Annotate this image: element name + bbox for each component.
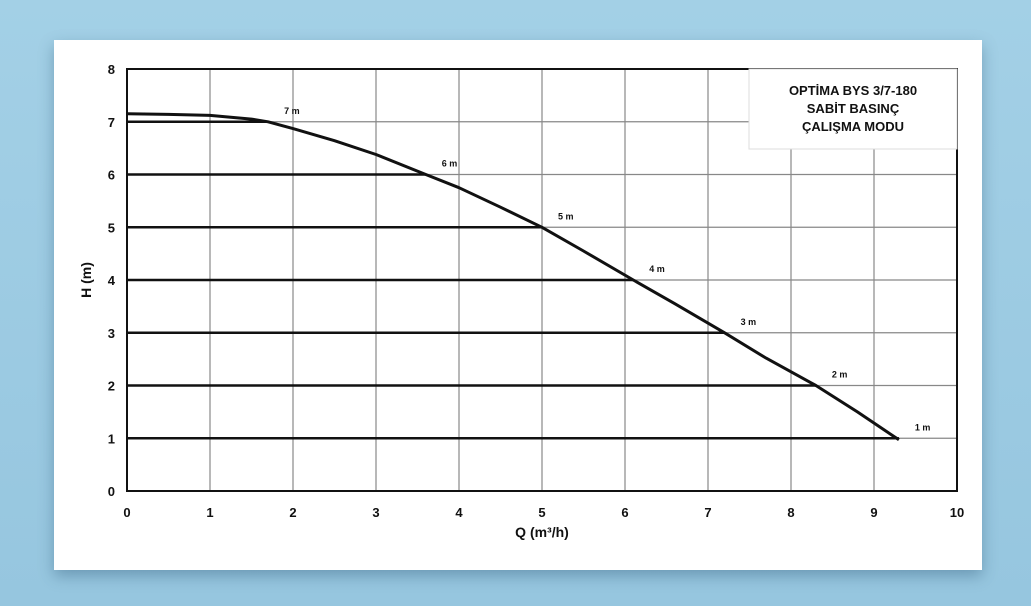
pump-curve-chart: 7 m 6 m 5 m 4 m 3 m 2 m 1 m 0 1 2 3 4 5 6 7 8 9 10 0 1 2 3 4… xyxy=(78,62,964,540)
head-labels: 7 m 6 m 5 m 4 m 3 m 2 m 1 m xyxy=(284,106,930,433)
head-label-4m: 4 m xyxy=(649,264,665,274)
x-tick-label: 3 xyxy=(372,505,379,520)
x-tick-label: 1 xyxy=(206,505,213,520)
y-axis-title: H (m) xyxy=(78,262,94,298)
y-tick-label: 8 xyxy=(108,62,115,77)
x-tick-label: 5 xyxy=(538,505,545,520)
head-label-1m: 1 m xyxy=(915,422,931,432)
pump-curve-line xyxy=(126,112,900,442)
x-tick-label: 9 xyxy=(870,505,877,520)
y-tick-label: 0 xyxy=(108,484,115,499)
y-tick-label: 7 xyxy=(108,115,115,130)
chart-title-line-2: SABİT BASINÇ xyxy=(807,101,900,116)
x-tick-label: 7 xyxy=(704,505,711,520)
head-label-2m: 2 m xyxy=(832,370,848,380)
y-tick-label: 1 xyxy=(108,431,115,446)
chart-title-line-1: OPTİMA BYS 3/7-180 xyxy=(789,83,917,98)
x-tick-label: 8 xyxy=(787,505,794,520)
head-label-7m: 7 m xyxy=(284,106,300,116)
y-tick-label: 4 xyxy=(108,273,116,288)
x-axis-title: Q (m³/h) xyxy=(515,524,569,540)
chart-title-box: OPTİMA BYS 3/7-180 SABİT BASINÇ ÇALIŞMA … xyxy=(748,68,958,150)
y-tick-label: 3 xyxy=(108,326,115,341)
x-tick-label: 0 xyxy=(123,505,130,520)
constant-pressure-lines xyxy=(127,120,899,440)
y-tick-label: 2 xyxy=(108,379,115,394)
title-box-frame xyxy=(748,68,958,150)
x-tick-label: 2 xyxy=(289,505,296,520)
head-label-3m: 3 m xyxy=(741,317,757,327)
head-label-6m: 6 m xyxy=(442,159,458,169)
chart-card: 7 m 6 m 5 m 4 m 3 m 2 m 1 m 0 1 2 3 4 5 6 7 8 9 10 0 1 2 3 4… xyxy=(54,40,982,570)
x-tick-label: 10 xyxy=(950,505,964,520)
y-tick-label: 5 xyxy=(108,220,115,235)
y-tick-label: 6 xyxy=(108,168,115,183)
x-axis-ticks: 0 1 2 3 4 5 6 7 8 9 10 xyxy=(123,505,964,520)
x-tick-label: 4 xyxy=(455,505,463,520)
head-label-5m: 5 m xyxy=(558,211,574,221)
y-axis-ticks: 0 1 2 3 4 5 6 7 8 xyxy=(108,62,116,499)
chart-title-line-3: ÇALIŞMA MODU xyxy=(802,119,904,134)
x-tick-label: 6 xyxy=(621,505,628,520)
